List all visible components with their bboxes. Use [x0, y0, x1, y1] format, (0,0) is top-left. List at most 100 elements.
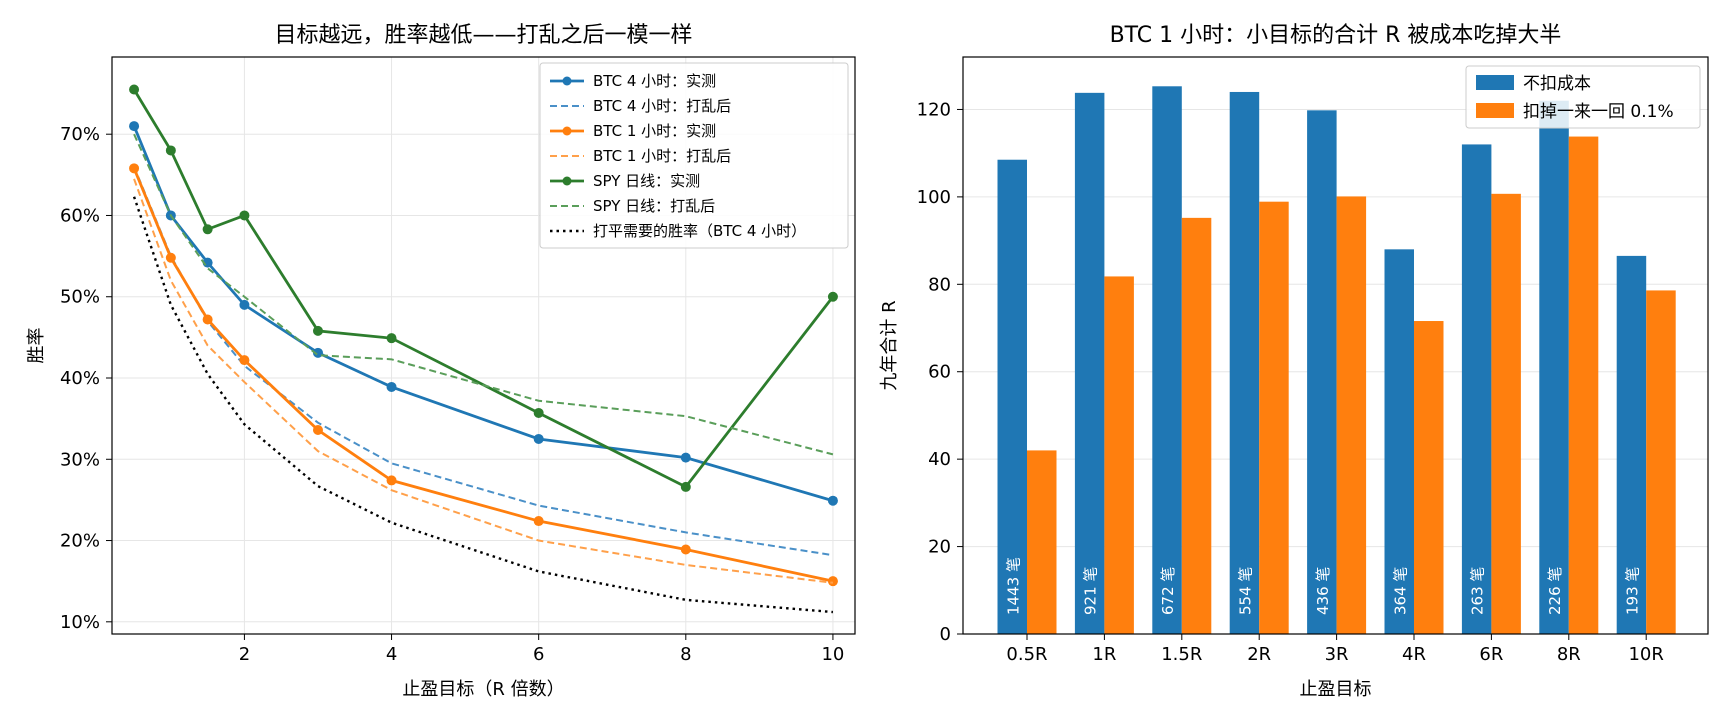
y-tick-label: 120	[917, 99, 951, 120]
legend-label: 扣掉一来一回 0.1%	[1523, 102, 1674, 122]
bar-count-label: 921 笔	[1082, 567, 1100, 615]
y-tick-label: 70%	[60, 124, 100, 145]
x-axis-label: 止盈目标（R 倍数）	[402, 679, 564, 700]
series-line-3	[133, 178, 834, 584]
data-point	[312, 325, 323, 336]
y-tick-label: 100	[917, 187, 951, 208]
x-tick-label: 8	[680, 644, 691, 665]
plot-frame	[111, 56, 856, 635]
legend-label: 打平需要的胜率（BTC 4 小时）	[593, 222, 806, 240]
bar	[1152, 86, 1182, 635]
data-point	[680, 452, 691, 463]
y-tick-label: 60	[928, 362, 951, 383]
x-tick-label: 8R	[1557, 644, 1581, 665]
data-point	[680, 481, 691, 492]
line-chart: 2 4 6 8 10 10% 20% 30% 40% 50% 60% 70% 目标越远，胜率越低——打乱…	[26, 23, 856, 700]
x-tick-label: 10	[821, 644, 844, 665]
bar	[1646, 290, 1676, 634]
data-point	[165, 145, 176, 156]
legend-label: BTC 4 小时：实测	[593, 72, 716, 90]
data-point	[202, 314, 213, 325]
y-axis-label: 胜率	[26, 328, 47, 364]
y-tick-label: 0	[940, 624, 951, 645]
legend-label: BTC 4 小时：打乱后	[593, 97, 731, 115]
legend	[539, 62, 849, 249]
bar	[1027, 450, 1057, 634]
data-point	[827, 495, 838, 506]
data-point	[165, 252, 176, 263]
bar	[1568, 136, 1599, 634]
chart-title: BTC 1 小时：小目标的合计 R 被成本吃掉大半	[1110, 23, 1562, 48]
legend-label: 不扣成本	[1523, 74, 1591, 94]
x-axis-label: 止盈目标	[1300, 679, 1372, 700]
x-tick-label: 3R	[1325, 644, 1349, 665]
bar-count-label: 263 笔	[1469, 567, 1487, 615]
legend-marker	[562, 76, 572, 86]
data-point	[533, 516, 544, 527]
x-tick-label: 6	[533, 644, 544, 665]
x-tick-label: 4	[386, 644, 397, 665]
x-tick-label: 4R	[1402, 644, 1426, 665]
bar	[1539, 100, 1569, 635]
bar-count-label: 672 笔	[1159, 567, 1177, 615]
legend-swatch	[1476, 103, 1514, 118]
bar	[1074, 92, 1105, 635]
x-tick-label: 0.5R	[1006, 644, 1047, 665]
data-point	[129, 84, 140, 95]
series-line-6	[132, 196, 834, 614]
data-point	[239, 210, 250, 221]
bar	[1229, 91, 1260, 634]
y-tick-label: 40%	[60, 368, 100, 389]
legend-marker	[562, 126, 572, 136]
legend-label: SPY 日线：实测	[593, 172, 700, 190]
legend-label: BTC 1 小时：打乱后	[593, 147, 731, 165]
bar	[997, 159, 1027, 634]
y-tick-label: 80	[928, 274, 951, 295]
bar-count-label: 436 笔	[1314, 567, 1332, 615]
data-point	[202, 224, 213, 235]
bar	[1616, 255, 1647, 635]
x-tick-label: 2	[239, 644, 250, 665]
y-tick-label: 50%	[60, 287, 100, 308]
bar-count-label: 1443 笔	[1004, 557, 1022, 615]
bar-count-label: 364 笔	[1391, 567, 1409, 615]
legend-label: SPY 日线：打乱后	[593, 197, 715, 215]
series-line-5	[133, 133, 834, 456]
bar-count-label: 193 笔	[1623, 567, 1641, 615]
data-point	[312, 347, 323, 358]
bar-count-label: 554 笔	[1236, 567, 1254, 615]
bar	[1491, 193, 1521, 634]
x-tick-label: 6R	[1479, 644, 1503, 665]
chart-title: 目标越远，胜率越低——打乱之后一模一样	[274, 23, 692, 48]
x-tick-label: 1.5R	[1161, 644, 1202, 665]
bar-chart: 1443 笔 0.5R 921 笔 1R 672 笔 1.5R 554 笔 2R 436 笔 3R…	[879, 23, 1709, 700]
y-tick-label: 40	[928, 449, 951, 470]
data-point	[533, 433, 544, 444]
y-tick-label: 20%	[60, 531, 100, 552]
data-point	[680, 544, 691, 555]
bar	[1259, 201, 1289, 634]
data-point	[239, 355, 250, 366]
data-point	[239, 299, 250, 310]
bar	[1307, 110, 1337, 634]
legend-swatch	[1476, 75, 1514, 90]
data-point	[129, 121, 140, 132]
data-point	[827, 576, 838, 587]
data-point	[129, 163, 140, 174]
data-point	[386, 333, 397, 344]
bar	[1461, 144, 1492, 634]
bar	[1181, 217, 1212, 635]
bar	[1384, 249, 1414, 635]
bar	[1414, 321, 1444, 634]
y-tick-label: 30%	[60, 449, 100, 470]
x-tick-label: 1R	[1092, 644, 1116, 665]
data-point	[312, 425, 323, 436]
data-point	[386, 475, 397, 486]
legend-marker	[562, 176, 572, 186]
data-point	[827, 291, 838, 302]
data-point	[386, 381, 397, 392]
plot-frame	[962, 56, 1709, 635]
y-tick-label: 60%	[60, 205, 100, 226]
bar	[1336, 196, 1367, 635]
